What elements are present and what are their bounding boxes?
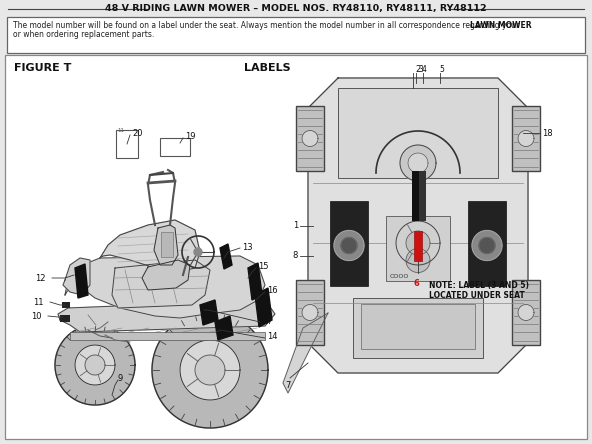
Polygon shape	[142, 260, 190, 290]
Text: 13: 13	[242, 242, 253, 251]
Text: 17: 17	[262, 317, 273, 325]
Bar	[419, 170, 426, 221]
Polygon shape	[341, 238, 357, 254]
Bar	[414, 230, 422, 261]
Polygon shape	[406, 249, 430, 273]
Bar	[512, 280, 540, 345]
Text: FIGURE T: FIGURE T	[14, 63, 72, 73]
Text: 15: 15	[258, 262, 269, 270]
Bar	[512, 106, 540, 171]
Bar	[386, 215, 450, 281]
Text: 16: 16	[267, 285, 278, 294]
Polygon shape	[248, 263, 262, 300]
Bar	[7, 17, 585, 53]
Polygon shape	[194, 248, 202, 256]
Bar	[70, 332, 265, 340]
Polygon shape	[152, 312, 268, 428]
Polygon shape	[75, 345, 115, 385]
Bar	[60, 315, 70, 322]
Text: 3: 3	[418, 64, 423, 74]
Bar	[338, 88, 498, 178]
Text: or when ordering replacement parts.: or when ordering replacement parts.	[13, 30, 155, 39]
Polygon shape	[518, 131, 534, 147]
Bar	[161, 232, 173, 257]
Text: 19: 19	[185, 131, 195, 140]
Text: 6: 6	[413, 278, 419, 288]
Polygon shape	[406, 231, 430, 255]
Bar	[116, 130, 138, 158]
Polygon shape	[180, 340, 240, 400]
Bar	[5, 55, 587, 439]
Polygon shape	[400, 145, 436, 181]
Bar	[412, 170, 420, 221]
Text: The model number will be found on a label under the seat. Always mention the mod: The model number will be found on a labe…	[13, 21, 522, 30]
Text: 20: 20	[132, 128, 143, 138]
Bar	[160, 138, 190, 156]
Polygon shape	[396, 221, 440, 265]
Text: LAWN MOWER: LAWN MOWER	[470, 21, 532, 30]
Text: 5: 5	[439, 64, 444, 74]
Text: 11: 11	[117, 128, 124, 133]
Polygon shape	[308, 78, 528, 373]
Text: 18: 18	[542, 128, 552, 138]
Text: 9: 9	[118, 373, 123, 382]
Polygon shape	[63, 258, 90, 295]
Polygon shape	[195, 355, 225, 385]
Polygon shape	[334, 230, 364, 261]
Text: 12: 12	[36, 274, 46, 282]
Text: 7: 7	[285, 381, 291, 390]
Polygon shape	[472, 230, 502, 261]
Text: COOO: COOO	[390, 274, 410, 278]
Bar	[296, 106, 324, 171]
Text: NOTE: LABEL (3 AND 5)
LOCATED UNDER SEAT: NOTE: LABEL (3 AND 5) LOCATED UNDER SEAT	[429, 281, 529, 300]
Polygon shape	[58, 300, 275, 332]
Polygon shape	[220, 244, 232, 269]
Text: 2: 2	[415, 66, 420, 75]
Bar	[296, 280, 324, 345]
Polygon shape	[283, 313, 328, 393]
Polygon shape	[408, 153, 428, 173]
Text: 4: 4	[422, 64, 427, 74]
Polygon shape	[112, 260, 210, 308]
Polygon shape	[75, 264, 88, 298]
Text: 8: 8	[292, 251, 298, 260]
Bar	[330, 201, 368, 285]
Text: 48 V RIDING LAWN MOWER – MODEL NOS. RY48110, RY48111, RY48112: 48 V RIDING LAWN MOWER – MODEL NOS. RY48…	[105, 4, 487, 13]
Polygon shape	[65, 256, 265, 318]
Text: LABELS: LABELS	[244, 63, 291, 73]
Bar	[62, 302, 70, 308]
Polygon shape	[518, 305, 534, 321]
Polygon shape	[154, 225, 178, 265]
Text: 14: 14	[267, 332, 278, 341]
Polygon shape	[100, 220, 200, 272]
Polygon shape	[479, 238, 495, 254]
Polygon shape	[255, 288, 272, 327]
Bar	[468, 201, 506, 285]
Polygon shape	[55, 325, 135, 405]
Polygon shape	[200, 300, 218, 325]
Bar	[361, 304, 475, 349]
Polygon shape	[302, 131, 318, 147]
Polygon shape	[302, 305, 318, 321]
Bar	[3, 2, 589, 16]
Polygon shape	[85, 355, 105, 375]
Text: 11: 11	[34, 297, 44, 306]
Text: 1: 1	[293, 221, 298, 230]
Polygon shape	[215, 316, 233, 340]
Text: 10: 10	[31, 312, 42, 321]
Bar	[353, 298, 483, 358]
